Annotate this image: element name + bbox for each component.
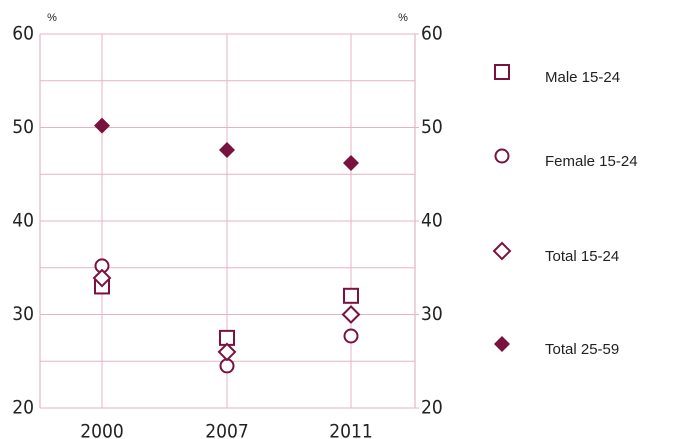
y2-tick-label: 30 (421, 303, 443, 325)
point (343, 155, 359, 172)
point (343, 328, 359, 344)
legend-label: Female 15-24 (545, 153, 638, 170)
legend-marker (494, 64, 510, 80)
point (219, 358, 235, 374)
legend-label: Total 15-24 (545, 248, 619, 265)
y-unit: % (47, 12, 57, 24)
x-tick-label: 2011 (329, 421, 373, 439)
legend-marker (494, 336, 510, 352)
y-tick-label: 60 (12, 23, 34, 45)
x-tick-label: 2007 (205, 421, 249, 439)
y2-tick-label: 60 (421, 23, 443, 45)
point (341, 305, 361, 324)
point (92, 268, 112, 288)
x-tick-label: 2000 (80, 421, 124, 439)
point (217, 342, 237, 362)
legend-marker (492, 241, 512, 261)
y-tick-label: 50 (12, 116, 34, 138)
y2-tick-label: 40 (421, 210, 443, 232)
y-tick-label: 40 (12, 210, 34, 232)
point (94, 117, 110, 134)
y-tick-label: 20 (12, 397, 34, 419)
y2-tick-label: 50 (421, 116, 443, 138)
legend-label: Male 15-24 (545, 69, 620, 86)
point (219, 141, 235, 158)
legend-label: Total 25-59 (545, 341, 619, 358)
point (343, 287, 359, 304)
y2-tick-label: 20 (421, 397, 443, 419)
y-tick-label: 30 (12, 303, 34, 325)
legend-marker (494, 148, 510, 164)
y2-unit: % (398, 12, 408, 24)
